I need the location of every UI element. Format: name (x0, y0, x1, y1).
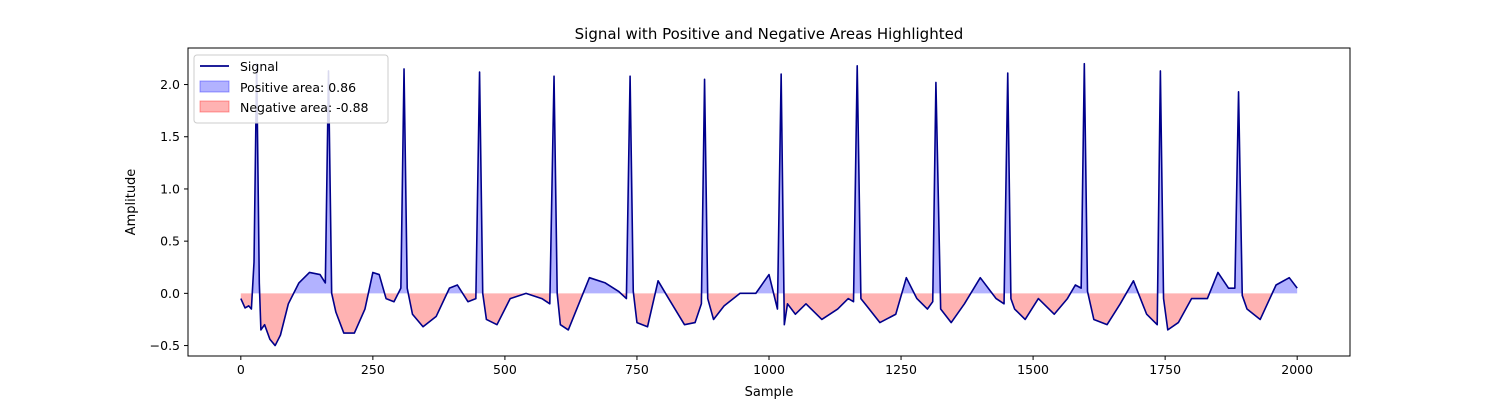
y-tick-label: 1.0 (160, 181, 180, 196)
x-axis-label: Sample (745, 385, 794, 400)
positive-area-region (240, 63, 1298, 294)
x-tick-label: 2000 (1281, 362, 1313, 377)
legend-positive-swatch (199, 80, 230, 93)
x-tick-label: 750 (625, 362, 649, 377)
x-axis-ticks: 0 250 500 750 1000 1250 1500 1750 2000 (237, 356, 1313, 377)
chart-title: Signal with Positive and Negative Areas … (575, 25, 964, 43)
signal-line-layer (240, 62, 1298, 347)
x-tick-label: 1750 (1149, 362, 1181, 377)
x-tick-label: 250 (361, 362, 385, 377)
legend-signal-label: Signal (240, 59, 278, 74)
y-tick-label: −0.5 (150, 338, 180, 353)
negative-area-fill (240, 293, 1298, 346)
legend-negative-label: Negative area: -0.88 (240, 100, 369, 115)
legend-positive-label: Positive area: 0.86 (240, 80, 356, 95)
x-tick-label: 1500 (1017, 362, 1049, 377)
legend-box (193, 54, 389, 124)
y-axis-label: Amplitude (124, 169, 139, 236)
y-tick-label: 1.5 (160, 129, 180, 144)
positive-area-fill (240, 63, 1298, 294)
y-tick-label: 0.5 (160, 234, 180, 249)
x-tick-label: 0 (237, 362, 245, 377)
legend-negative-swatch (199, 100, 230, 113)
x-tick-label: 1000 (753, 362, 785, 377)
y-tick-label: 2.0 (160, 77, 180, 92)
negative-area-region (240, 293, 1298, 346)
y-axis-ticks: −0.5 0.0 0.5 1.0 1.5 2.0 (150, 77, 188, 353)
x-tick-label: 500 (493, 362, 517, 377)
x-tick-label: 1250 (885, 362, 917, 377)
y-tick-label: 0.0 (160, 286, 180, 301)
legend: Signal Positive area: 0.86 Negative area… (193, 54, 389, 124)
signal-line (240, 62, 1298, 347)
